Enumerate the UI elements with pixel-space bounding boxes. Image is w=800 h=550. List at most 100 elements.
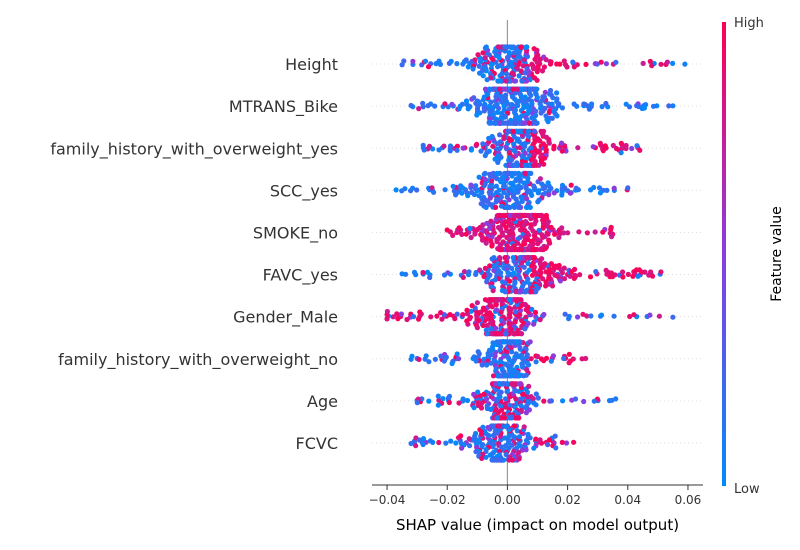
data-point — [556, 262, 562, 269]
data-point — [474, 300, 480, 306]
data-point — [465, 64, 471, 70]
data-point — [510, 141, 517, 147]
data-point — [539, 181, 545, 187]
data-point — [414, 400, 420, 406]
data-point — [538, 110, 544, 116]
data-point — [546, 109, 552, 115]
data-point — [591, 398, 597, 404]
data-point — [502, 289, 508, 295]
data-point — [641, 105, 648, 111]
data-point — [561, 265, 567, 271]
data-point — [603, 100, 609, 107]
data-point — [456, 106, 462, 112]
data-point — [474, 226, 480, 233]
data-point — [411, 269, 418, 275]
data-point — [489, 243, 495, 249]
data-point — [541, 398, 547, 404]
data-point — [395, 316, 401, 322]
data-point — [479, 362, 485, 368]
data-point — [446, 393, 453, 399]
data-point — [444, 227, 450, 233]
data-point — [509, 170, 515, 176]
data-point — [511, 78, 518, 84]
data-point — [516, 73, 522, 79]
data-point — [513, 339, 520, 345]
data-point — [530, 162, 537, 168]
data-point — [649, 63, 655, 69]
data-point — [505, 128, 511, 134]
data-point — [540, 246, 546, 253]
data-point — [561, 230, 567, 236]
data-point — [402, 186, 408, 192]
data-point — [420, 100, 426, 106]
data-point — [575, 314, 581, 320]
data-point — [459, 231, 465, 237]
data-point — [477, 267, 483, 273]
x-axis: −0.04 −0.02 0.00 0.02 0.04 0.06 — [369, 484, 703, 507]
data-point — [670, 103, 676, 109]
data-point — [497, 255, 503, 261]
data-point — [522, 86, 528, 92]
data-point — [477, 70, 483, 76]
data-point — [506, 197, 512, 203]
data-point — [476, 99, 482, 105]
data-point — [526, 170, 532, 176]
data-point — [503, 404, 509, 410]
data-point — [532, 309, 539, 315]
data-points — [384, 44, 688, 463]
data-point — [613, 59, 619, 65]
data-point — [598, 59, 604, 65]
data-point — [490, 288, 496, 294]
data-point — [465, 321, 471, 327]
data-point — [454, 61, 460, 67]
data-point — [548, 224, 554, 230]
data-point — [610, 142, 616, 149]
data-point — [509, 157, 515, 163]
data-point — [629, 145, 635, 152]
data-point — [493, 381, 499, 387]
data-point — [453, 440, 459, 446]
data-point — [567, 190, 574, 196]
data-point — [441, 143, 447, 149]
data-point — [494, 415, 500, 421]
data-point — [414, 187, 420, 193]
data-point — [415, 316, 422, 322]
data-point — [459, 101, 465, 107]
data-point — [488, 326, 494, 332]
data-point — [535, 190, 541, 196]
data-point — [448, 58, 454, 64]
data-point — [515, 415, 521, 421]
data-point — [581, 398, 587, 405]
data-point — [526, 383, 532, 389]
data-point — [440, 396, 446, 402]
data-point — [598, 312, 605, 318]
data-point — [647, 58, 653, 64]
data-point — [534, 77, 540, 83]
data-point — [581, 101, 587, 107]
data-point — [449, 101, 455, 107]
data-point — [489, 178, 495, 184]
data-point — [502, 120, 508, 126]
data-point — [523, 410, 530, 416]
data-point — [473, 430, 479, 437]
data-point — [604, 187, 610, 193]
data-point — [471, 391, 477, 397]
data-point — [502, 114, 508, 120]
data-point — [561, 276, 568, 282]
data-point — [603, 267, 609, 273]
data-point — [513, 289, 519, 295]
data-point — [460, 145, 466, 151]
data-point — [481, 273, 487, 280]
data-point — [517, 120, 523, 126]
data-point — [608, 224, 614, 230]
data-point — [503, 224, 509, 231]
data-point — [576, 229, 582, 235]
data-point — [524, 196, 530, 202]
data-point — [487, 263, 493, 269]
data-point — [535, 136, 541, 142]
data-point — [511, 423, 518, 429]
data-point — [476, 63, 482, 69]
data-point — [524, 44, 530, 50]
data-point — [471, 354, 477, 360]
